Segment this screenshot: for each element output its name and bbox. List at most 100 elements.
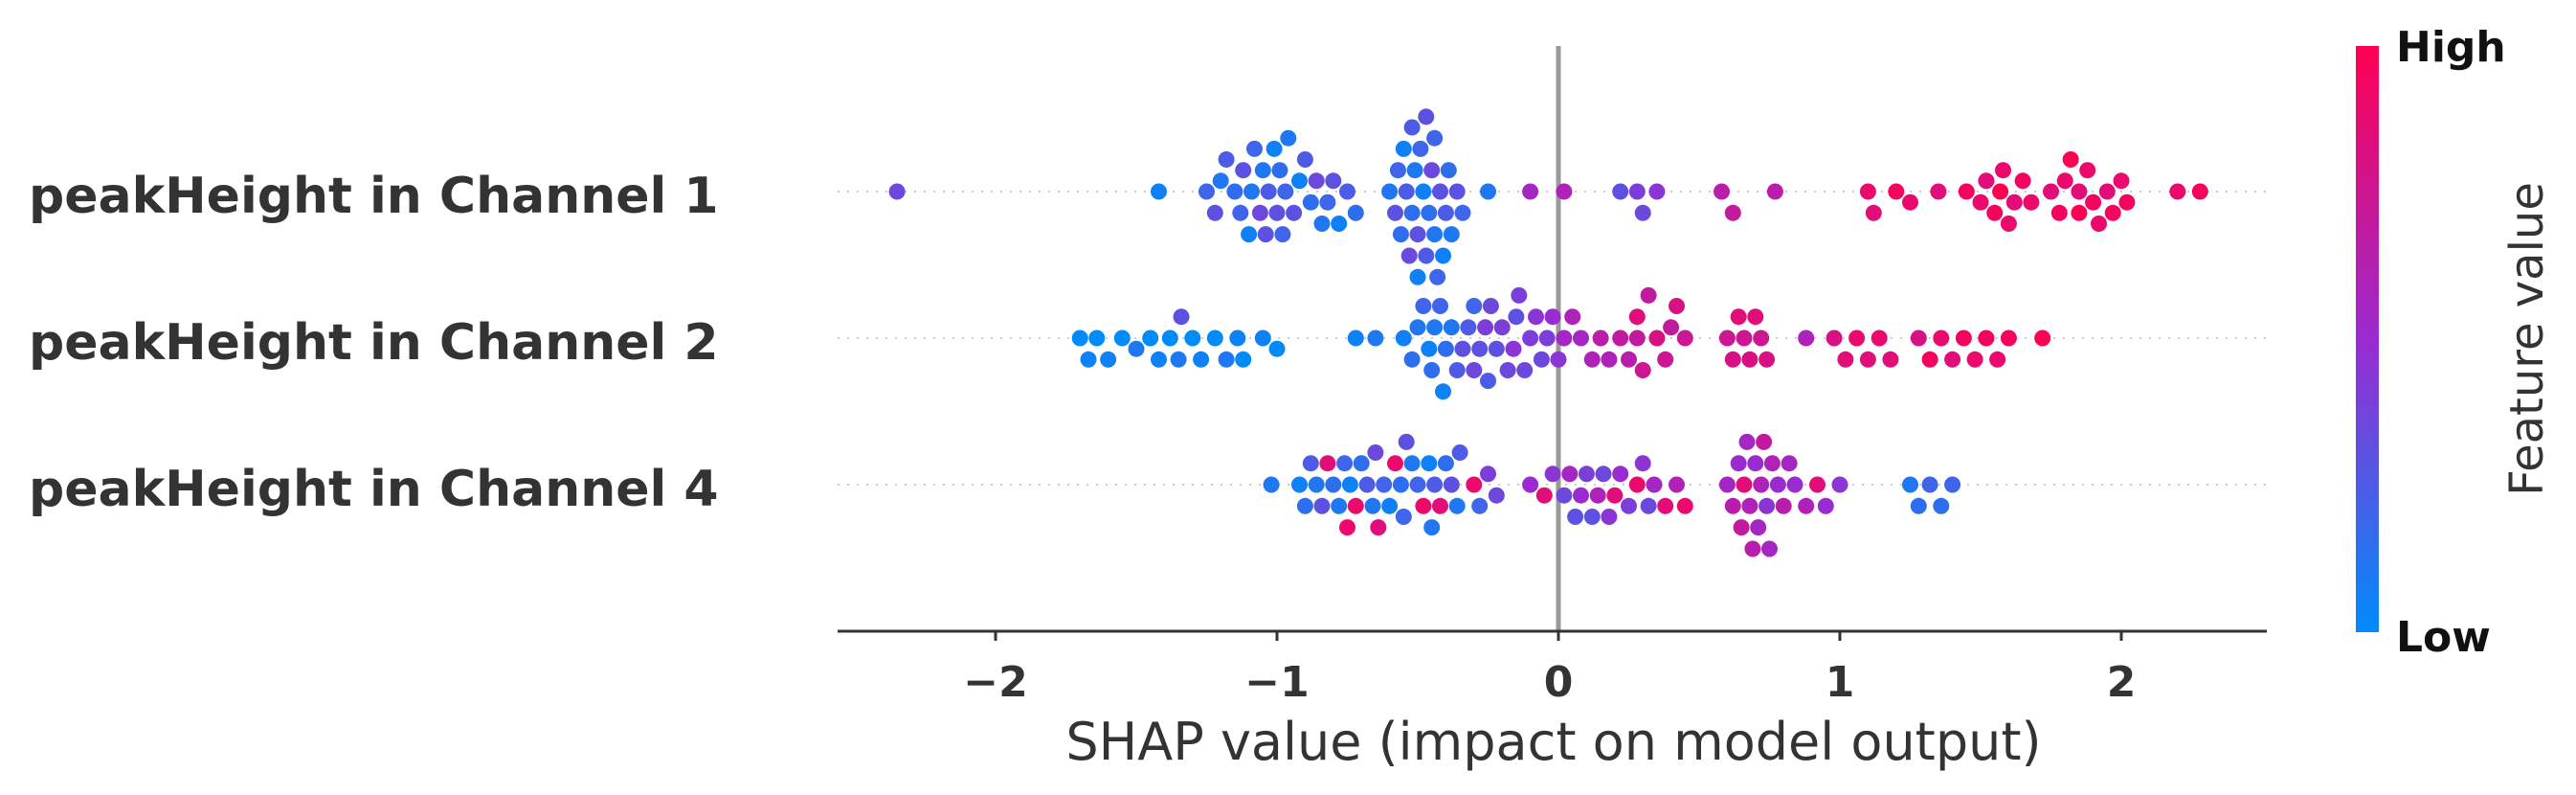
shap-point xyxy=(1995,162,2011,179)
shap-point xyxy=(1595,466,1612,483)
shap-point xyxy=(1184,329,1201,347)
shap-point xyxy=(1409,226,1426,243)
shap-point xyxy=(1235,351,1252,368)
shap-point xyxy=(1583,351,1601,368)
x-axis-ticks: −2 −1 0 1 2 xyxy=(963,631,2136,707)
shap-point xyxy=(1347,204,1364,221)
shap-point xyxy=(1747,455,1764,472)
shap-point xyxy=(1313,497,1331,514)
shap-point xyxy=(1902,193,1918,211)
shap-point xyxy=(1274,226,1291,243)
x-tick-label: 0 xyxy=(1544,658,1574,707)
shap-point xyxy=(1573,329,1589,347)
shap-point xyxy=(1113,329,1131,347)
shap-point xyxy=(1448,183,1466,200)
shap-point xyxy=(1550,351,1567,368)
shap-point xyxy=(2023,193,2040,211)
shap-point xyxy=(1944,476,1961,493)
shap-point xyxy=(1480,466,1496,483)
shap-point xyxy=(1296,497,1313,514)
shap-point xyxy=(1423,162,1441,179)
shap-point xyxy=(1423,519,1441,536)
shap-point xyxy=(1669,298,1685,314)
shap-point xyxy=(1341,476,1358,493)
shap-point xyxy=(1888,183,1905,200)
shap-point xyxy=(1331,497,1348,514)
shap-point xyxy=(1535,487,1553,504)
shap-point xyxy=(1296,151,1313,168)
shap-point xyxy=(1933,497,1950,514)
shap-point xyxy=(1628,476,1646,493)
shap-point xyxy=(1753,329,1770,347)
shap-point xyxy=(1246,140,1263,157)
shap-point xyxy=(1831,476,1848,493)
shap-point xyxy=(1286,204,1303,221)
shap-point xyxy=(1071,329,1088,347)
shap-point xyxy=(2043,183,2059,200)
shap-point xyxy=(2169,183,2186,200)
shap-point xyxy=(1353,455,1370,472)
shap-point xyxy=(1989,351,2006,368)
shap-point xyxy=(1435,247,1451,264)
shap-point xyxy=(1257,226,1274,243)
shap-point xyxy=(1528,308,1544,326)
shap-point xyxy=(1325,476,1342,493)
shap-point xyxy=(1243,183,1260,200)
shap-point xyxy=(1400,247,1418,264)
shap-point xyxy=(1505,340,1522,357)
shap-point xyxy=(1418,108,1435,125)
shap-point xyxy=(1488,487,1505,504)
shap-point xyxy=(1080,351,1097,368)
shap-point xyxy=(1389,162,1406,179)
shap-point xyxy=(1556,183,1573,200)
shap-point xyxy=(1432,183,1448,200)
shap-point xyxy=(1944,351,1961,368)
shap-point xyxy=(1100,351,1117,368)
shap-point xyxy=(1533,351,1550,368)
shap-point xyxy=(1448,362,1466,378)
shap-point xyxy=(1395,329,1412,347)
shap-point xyxy=(1663,319,1680,336)
shap-point xyxy=(1522,329,1539,347)
shap-point xyxy=(1516,362,1534,378)
shap-point xyxy=(2071,183,2088,200)
shap-point xyxy=(1387,204,1403,221)
shap-point xyxy=(1466,362,1483,378)
shap-point xyxy=(1251,204,1268,221)
shap-point xyxy=(1451,444,1468,461)
feature-label-channel-1: peakHeight in Channel 1 xyxy=(29,168,719,225)
shap-point xyxy=(1882,351,1899,368)
shap-point xyxy=(1466,298,1483,314)
shap-point xyxy=(1421,455,1438,472)
colorbar-low-label: Low xyxy=(2396,613,2491,662)
shap-point xyxy=(1612,329,1629,347)
shap-point xyxy=(1972,193,1989,211)
shap-point xyxy=(1522,183,1539,200)
shap-point xyxy=(1277,183,1294,200)
shap-point xyxy=(1193,351,1210,368)
shap-point xyxy=(1412,140,1429,157)
shap-point xyxy=(2000,216,2017,232)
shap-point xyxy=(2079,162,2096,179)
shap-point xyxy=(2000,329,2017,347)
feature-label-channel-4: peakHeight in Channel 4 xyxy=(29,461,719,518)
feature-label-channel-2: peakHeight in Channel 2 xyxy=(29,314,719,372)
shap-point xyxy=(1986,204,2004,221)
colorbar xyxy=(2356,46,2379,632)
shap-point xyxy=(1578,466,1595,483)
shap-point xyxy=(1409,319,1426,336)
shap-point xyxy=(1325,172,1342,190)
shap-point xyxy=(1756,433,1773,450)
shap-point xyxy=(2034,329,2051,347)
shap-point xyxy=(1398,183,1415,200)
shap-point xyxy=(1392,476,1409,493)
shap-point xyxy=(1173,308,1190,326)
shap-point xyxy=(1955,329,1972,347)
shap-point xyxy=(1331,216,1348,232)
shap-point xyxy=(1460,319,1477,336)
shap-point xyxy=(1367,444,1384,461)
shap-point xyxy=(1592,329,1609,347)
shap-point xyxy=(1640,497,1657,514)
shap-point xyxy=(1544,308,1561,326)
shap-point xyxy=(1291,476,1308,493)
